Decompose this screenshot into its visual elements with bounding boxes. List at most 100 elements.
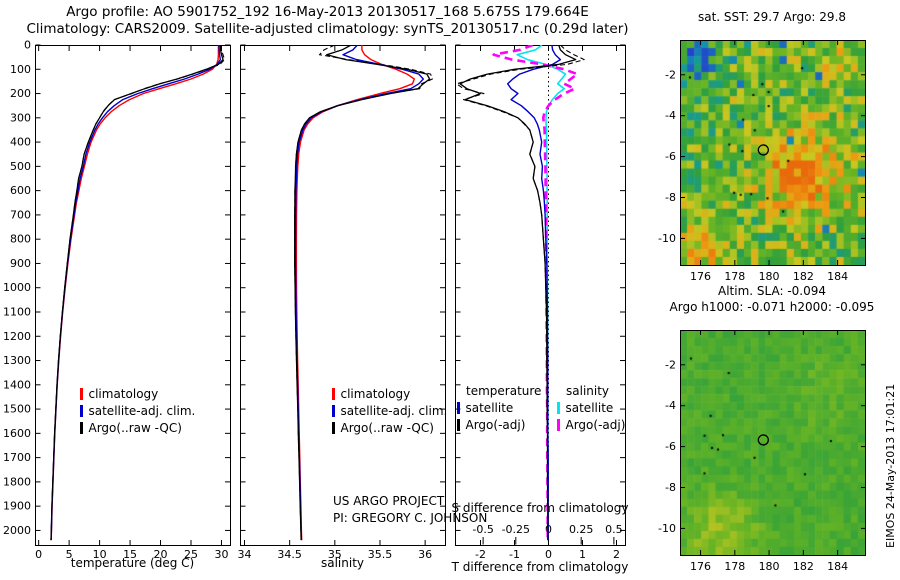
salinity-argo-line: [294, 45, 431, 541]
salinity-legend-header: salinity: [566, 384, 610, 398]
legend-item-climatology: climatology: [80, 386, 195, 403]
legend-label: climatology: [88, 387, 159, 401]
lon-tick-label: 182: [793, 270, 814, 283]
t-argo-line-swatch: [457, 419, 460, 431]
depth-tick-label: 800: [10, 233, 31, 246]
satellite-clim-line-swatch: [80, 405, 83, 417]
creation-stamp: EIMOS 24-May-2013 17:01:21: [884, 383, 897, 548]
salinity-argo-raw-line: [294, 45, 433, 541]
depth-tick-label: 600: [10, 184, 31, 197]
figure-title-line2: Climatology: CARS2009. Satellite-adjuste…: [26, 21, 629, 37]
legend-item-satellite-clim: satellite-adj. clim.: [332, 403, 447, 420]
lat-tick-label: -4: [665, 109, 676, 122]
legend-item-s-argo: Argo(-adj): [557, 417, 625, 434]
temperature-axis-label: temperature (deg C): [70, 556, 195, 570]
legend-label: satellite: [565, 401, 614, 415]
sst-map-heatmap: [680, 40, 865, 265]
s-tick-label: -0.25: [502, 523, 530, 536]
lon-tick-label: 182: [793, 560, 814, 573]
depth-tick-label: 200: [10, 87, 31, 100]
depth-tick-label: 0: [24, 39, 31, 52]
argo-height-label: Argo h1000: -0.071 h2000: -0.095: [669, 300, 875, 314]
lon-tick-label: 184: [827, 270, 848, 283]
temperature-panel-frame: [35, 45, 231, 546]
lon-tick-label: 178: [724, 270, 745, 283]
depth-tick-label: 1300: [3, 354, 31, 367]
legend-item-t-argo: Argo(-adj): [457, 417, 557, 434]
argo-line-swatch: [80, 422, 83, 434]
legend-label: climatology: [340, 387, 411, 401]
s-difference-axis-label: S difference from climatology: [451, 501, 629, 515]
temperature-argo-raw-line: [50, 45, 226, 541]
legend-label: satellite: [465, 401, 514, 415]
temperature-panel-legend: climatology satellite-adj. clim. Argo(..…: [80, 386, 195, 437]
lat-tick-label: -8: [665, 191, 676, 204]
temperature-argo-line: [50, 45, 224, 541]
salinity-satellite-clim-line: [294, 45, 424, 541]
legend-label: Argo(-adj): [465, 418, 526, 432]
legend-item-argo: Argo(..raw -QC): [332, 420, 447, 437]
legend-item-t-satellite: satellite: [457, 400, 557, 417]
depth-tick-label: 1700: [3, 451, 31, 464]
temperature-climatology-line: [50, 45, 220, 541]
pi-label: PI: GREGORY C. JOHNSON: [333, 511, 488, 525]
s-satellite-line-swatch: [557, 402, 560, 414]
depth-tick-label: 1500: [3, 403, 31, 416]
depth-tick-label: 400: [10, 136, 31, 149]
depth-tick-label: 500: [10, 160, 31, 173]
depth-tick-label: 700: [10, 208, 31, 221]
t-satellite-line-swatch: [457, 402, 460, 414]
depth-tick-label: 100: [10, 63, 31, 76]
climatology-line-swatch: [332, 388, 335, 400]
s-tick-label: 0.5: [605, 523, 623, 536]
lat-tick-label: -2: [665, 358, 676, 371]
legend-item-argo: Argo(..raw -QC): [80, 420, 195, 437]
lon-tick-label: 180: [759, 560, 780, 573]
lon-tick-label: 184: [827, 560, 848, 573]
climatology-line-swatch: [80, 388, 83, 400]
depth-tick-label: 1600: [3, 427, 31, 440]
lon-tick-label: 178: [724, 560, 745, 573]
depth-tick-label: 1400: [3, 378, 31, 391]
depth-tick-label: 900: [10, 257, 31, 270]
depth-tick-label: 1000: [3, 281, 31, 294]
salinity-panel-frame: [240, 45, 446, 546]
s-diff-argo-line: [492, 45, 579, 541]
temperature-satellite-clim-line: [50, 45, 222, 541]
altimeter-sla-label: Altim. SLA: -0.094: [717, 284, 827, 298]
salinity-climatology-line: [295, 45, 415, 541]
t-diff-satellite-line: [507, 45, 562, 541]
lat-tick-label: -10: [658, 232, 676, 245]
legend-item-s-satellite: satellite: [557, 400, 625, 417]
lat-tick-label: -8: [665, 481, 676, 494]
depth-tick-label: 2000: [3, 524, 31, 537]
depth-tick-label: 1800: [3, 475, 31, 488]
legend-label: satellite-adj. clim.: [88, 404, 196, 418]
lon-tick-label: 176: [690, 270, 711, 283]
t-difference-axis-label: T difference from climatology: [451, 560, 629, 574]
s-diff-satellite-line: [516, 45, 567, 541]
argo-line-swatch: [332, 422, 335, 434]
depth-tick-label: 1900: [3, 500, 31, 513]
s-argo-line-swatch: [557, 419, 560, 431]
temperature-legend-column: temperature satellite Argo(-adj): [457, 383, 557, 434]
salinity-legend-column: salinity satellite Argo(-adj): [557, 383, 625, 434]
lat-tick-label: -10: [658, 522, 676, 535]
legend-item-satellite-clim: satellite-adj. clim.: [80, 403, 195, 420]
project-label: US ARGO PROJECT: [333, 494, 445, 508]
legend-label: Argo(..raw -QC): [88, 421, 182, 435]
lat-tick-label: -6: [665, 440, 676, 453]
legend-item-climatology: climatology: [332, 386, 447, 403]
salinity-panel-legend: climatology satellite-adj. clim. Argo(..…: [332, 386, 447, 437]
salinity-axis-label: salinity: [320, 556, 365, 570]
difference-panel-frame: [455, 45, 626, 546]
temperature-legend-header: temperature: [466, 384, 542, 398]
legend-label: satellite-adj. clim.: [340, 404, 448, 418]
lat-tick-label: -2: [665, 68, 676, 81]
depth-tick-label: 300: [10, 111, 31, 124]
lat-tick-label: -4: [665, 399, 676, 412]
t-diff-argo-raw-line: [456, 45, 585, 541]
lon-tick-label: 176: [690, 560, 711, 573]
depth-tick-label: 1200: [3, 330, 31, 343]
